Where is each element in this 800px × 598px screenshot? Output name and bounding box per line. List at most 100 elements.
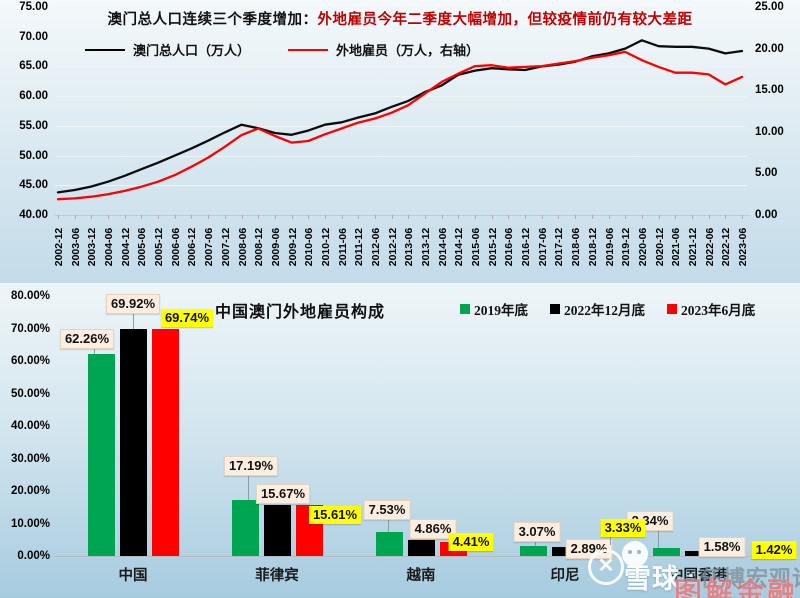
bar-y-axis-tick-label: 20.00% <box>10 485 50 497</box>
x-axis-tick <box>742 215 743 219</box>
legend-item-nonresident-workers: 外地雇员（万人，右轴） <box>288 40 479 59</box>
x-axis-tick <box>241 215 243 219</box>
bar-value-label: 62.26% <box>59 328 115 349</box>
y-axis-right-tick-label: 15.00 <box>755 84 784 97</box>
y-axis-right-tick-label: 5.00 <box>755 167 778 180</box>
x-axis-tick <box>291 215 293 219</box>
line-series-population <box>56 39 744 194</box>
x-axis-tick <box>425 215 427 219</box>
bar-chart-worker-composition: 中国澳门外地雇员构成 2019年底 2022年12月底 2023年6月底 0.0… <box>0 283 800 598</box>
x-axis-tick <box>91 215 93 219</box>
bar-value-label: 69.74% <box>160 309 214 328</box>
x-axis-tick <box>341 215 343 219</box>
x-axis-tick <box>408 215 410 219</box>
bar-value-label: 7.53% <box>363 499 411 520</box>
x-axis-tick <box>708 215 710 219</box>
x-axis-tick <box>391 215 393 219</box>
category-label-菲律宾: 菲律宾 <box>255 568 299 584</box>
bar-y-axis-tick-label: 60.00% <box>10 355 50 367</box>
x-axis-tick <box>324 215 326 219</box>
x-axis-tick <box>508 215 510 219</box>
x-axis-tick <box>274 215 276 219</box>
bar-value-label: 15.61% <box>308 506 362 525</box>
bar-2022年12月底-菲律宾 <box>263 505 291 556</box>
x-axis-tick <box>108 215 110 219</box>
bar-value-label: 4.41% <box>448 532 494 551</box>
legend-item-2023: 2023年6月底 <box>667 299 755 319</box>
bar-chart-legend: 2019年底 2022年12月底 2023年6月底 <box>460 299 755 319</box>
x-axis-tick <box>374 215 376 219</box>
legend-label: 2019年底 <box>474 303 528 318</box>
bar-2023年6月底-中国 <box>151 329 179 556</box>
bar-2022年12月底-中国香港 <box>684 550 712 556</box>
watermark-separator: · <box>688 563 696 588</box>
y-axis-right-tick-label: 25.00 <box>755 1 784 13</box>
bar-value-label: 4.86% <box>409 519 457 540</box>
bar-value-label: 3.07% <box>513 522 561 543</box>
x-axis-tick <box>458 215 460 219</box>
x-axis-tick <box>191 215 193 219</box>
x-axis-tick <box>475 215 477 219</box>
x-axis-tick <box>224 215 226 219</box>
x-axis-tick <box>525 215 527 219</box>
y-axis-left-tick-label: 75.00 <box>19 1 48 13</box>
label-leader-line <box>610 536 611 546</box>
x-axis-tick <box>658 215 660 219</box>
red-square-swatch-icon <box>667 304 677 314</box>
bar-2019年底-中国 <box>87 353 115 556</box>
x-axis-tick <box>575 215 577 219</box>
black-square-swatch-icon <box>550 304 560 314</box>
x-axis-tick <box>491 215 493 219</box>
line-chart-title-black-part: 澳门总人口连续三个季度增加： <box>107 12 318 28</box>
x-axis-tick <box>641 215 643 219</box>
snowball-face-icon <box>622 541 648 567</box>
line-series-workers <box>56 50 744 201</box>
x-axis-tick <box>141 215 143 219</box>
legend-item-total-population: 澳门总人口（万人） <box>85 40 250 59</box>
x-axis-tick <box>358 215 360 219</box>
x-axis-tick <box>74 215 76 219</box>
line-chart-legend: 澳门总人口（万人） 外地雇员（万人，右轴） <box>85 40 479 59</box>
y-axis-right-tick-label: 20.00 <box>755 42 784 55</box>
category-label-中国: 中国 <box>118 568 148 584</box>
watermark: ✕ 雪球 · 任博宏观论道 图解金融 <box>588 541 800 598</box>
line-chart-title: 澳门总人口连续三个季度增加：外地雇员今年二季度大幅增加，但较疫情前仍有较大差距 <box>0 8 800 29</box>
x-axis-tick <box>675 215 677 219</box>
label-leader-line <box>94 345 95 354</box>
watermark-red-stamp: 图解金融 <box>673 577 799 598</box>
bar-value-label: 3.33% <box>600 519 646 538</box>
label-leader-line <box>658 528 659 549</box>
legend-label: 2023年6月底 <box>681 303 756 318</box>
bar-y-axis-tick-label: 30.00% <box>10 452 50 465</box>
legend-label: 外地雇员（万人，右轴） <box>336 43 480 58</box>
bar-2019年底-越南 <box>375 531 403 556</box>
x-axis-tick <box>174 215 176 219</box>
bar-y-axis-tick-label: 70.00% <box>10 322 50 335</box>
x-axis-tick <box>208 215 210 219</box>
bar-value-label: 15.67% <box>255 484 311 505</box>
bar-value-label: 17.19% <box>223 456 279 477</box>
line-chart-title-red-part: 外地雇员今年二季度大幅增加，但较疫情前仍有较大差距 <box>317 12 693 28</box>
legend-item-2019: 2019年底 <box>460 299 528 319</box>
bar-2022年12月底-印尼 <box>551 546 579 556</box>
bar-y-axis-tick-label: 40.00% <box>10 420 50 432</box>
xueqiu-circle-x-icon: ✕ <box>588 549 624 585</box>
bar-2019年底-中国香港 <box>652 548 680 556</box>
bar-2019年底-印尼 <box>519 546 547 556</box>
line-series-svg <box>56 39 744 201</box>
y-axis-left-tick-label: 65.00 <box>19 60 48 73</box>
x-axis-line <box>55 215 751 216</box>
bar-chart-title: 中国澳门外地雇员构成 <box>215 304 386 321</box>
gridline <box>55 36 747 38</box>
label-leader-line <box>133 310 134 329</box>
gridline <box>55 7 747 8</box>
gridline <box>55 155 747 157</box>
y-axis-left-tick-label: 45.00 <box>19 179 48 192</box>
y-axis-right-tick-label: 0.00 <box>755 209 778 221</box>
category-label-中国香港: 中国香港 <box>669 568 727 584</box>
red-line-swatch-icon <box>288 48 329 51</box>
x-axis-tick <box>608 215 610 219</box>
x-axis-tick <box>308 215 310 219</box>
green-square-swatch-icon <box>460 304 470 314</box>
